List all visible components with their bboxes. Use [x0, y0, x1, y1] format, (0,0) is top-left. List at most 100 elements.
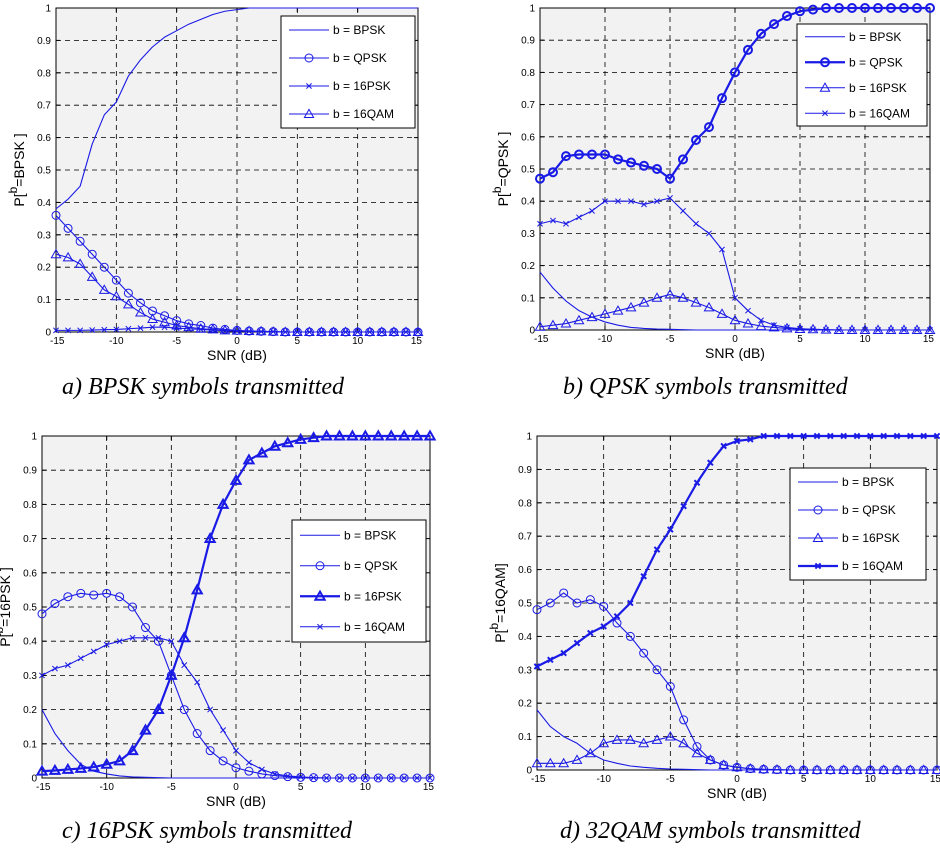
- y-tick-label: 0.8: [518, 498, 532, 509]
- data-point: [531, 757, 543, 768]
- data-point: [573, 314, 585, 325]
- data-point: [771, 322, 777, 329]
- y-tick-label: 0.9: [37, 36, 51, 47]
- data-point: [532, 605, 542, 615]
- data-point: [129, 634, 136, 641]
- data-point: [639, 160, 649, 171]
- legend-label: b = BPSK: [849, 30, 901, 44]
- data-point: [216, 497, 230, 509]
- data-point: [101, 326, 108, 333]
- y-tick-label: 1: [31, 432, 37, 443]
- data-point: [587, 149, 597, 160]
- data-point: [89, 590, 99, 600]
- y-tick-label: 0.2: [521, 261, 535, 272]
- legend-label: b = QPSK: [333, 51, 387, 65]
- y-tick-label: 0.6: [23, 568, 37, 579]
- data-point: [720, 442, 727, 450]
- data-point: [576, 214, 582, 221]
- x-tick-label: -5: [666, 334, 675, 345]
- data-point: [888, 327, 894, 333]
- data-point: [128, 602, 138, 612]
- data-point: [613, 154, 623, 165]
- data-point: [340, 326, 352, 336]
- data-point: [560, 649, 567, 657]
- data-point: [233, 747, 239, 754]
- x-axis-label: SNR (dB): [705, 345, 765, 361]
- data-point: [651, 292, 663, 302]
- data-point: [625, 301, 637, 312]
- y-tick-label: 0.4: [23, 637, 37, 648]
- data-point: [320, 429, 333, 441]
- x-tick-label: 15: [930, 774, 940, 785]
- legend-label: b = QPSK: [344, 559, 398, 573]
- data-point: [611, 734, 623, 744]
- data-point: [63, 223, 73, 233]
- series-3: [35, 429, 437, 776]
- x-tick-label: 15: [923, 334, 935, 345]
- x-tick-label: 5: [801, 774, 807, 785]
- data-point: [769, 19, 779, 30]
- data-point: [838, 764, 850, 774]
- chart-b: -15 -10 -5 0 5 10 15 0 0.1 0.2 0.3 0.4 0.5 0.6 0.7 0.8 0…: [490, 3, 936, 361]
- data-point: [851, 764, 863, 774]
- y-tick-label: 0.1: [37, 295, 51, 306]
- data-point: [203, 531, 217, 544]
- data-point: [155, 634, 162, 641]
- data-point: [918, 764, 930, 774]
- x-axis-label: SNR (dB): [206, 793, 266, 809]
- data-point: [927, 327, 933, 333]
- data-point: [74, 258, 86, 268]
- legend-box: [280, 15, 416, 129]
- data-point: [810, 326, 816, 333]
- data-point: [849, 327, 855, 333]
- data-point: [641, 201, 647, 208]
- data-point: [665, 173, 675, 184]
- legend-box: [796, 23, 928, 127]
- data-point: [39, 672, 45, 679]
- data-point: [589, 207, 595, 214]
- data-point: [359, 429, 372, 441]
- data-point: [931, 764, 940, 774]
- data-point: [139, 723, 152, 735]
- y-tick-label: 0.6: [521, 132, 535, 143]
- data-point: [756, 28, 766, 39]
- data-point: [693, 479, 701, 487]
- data-point: [598, 737, 610, 748]
- data-point: [61, 762, 75, 774]
- data-point: [758, 317, 764, 324]
- data-point: [547, 319, 559, 330]
- data-point: [823, 326, 829, 333]
- series-line: [41, 434, 430, 773]
- x-tick-label: -10: [99, 782, 114, 793]
- data-point: [755, 320, 767, 331]
- data-point: [271, 770, 278, 777]
- data-point: [74, 761, 88, 773]
- data-point: [628, 198, 634, 205]
- data-point: [625, 631, 635, 641]
- data-point: [388, 775, 395, 781]
- y-tick-label: 0.5: [23, 603, 37, 614]
- y-tick-label: 0.1: [518, 732, 532, 743]
- data-point: [912, 3, 922, 13]
- x-tick-label: 5: [295, 336, 301, 347]
- y-tick-label: 0.7: [23, 534, 37, 545]
- data-point: [284, 772, 291, 779]
- data-point: [758, 763, 770, 774]
- data-point: [177, 631, 191, 643]
- data-point: [126, 744, 139, 756]
- y-tick-label: 0.3: [37, 230, 51, 241]
- data-point: [732, 294, 738, 301]
- data-point: [859, 324, 871, 334]
- x-tick-label: 0: [734, 774, 740, 785]
- data-point: [901, 327, 907, 333]
- data-point: [291, 326, 303, 336]
- x-tick-label: -5: [666, 774, 675, 785]
- y-tick-label: 0.5: [521, 165, 535, 176]
- data-point: [219, 324, 231, 335]
- legend-label: b = 16PSK: [849, 81, 907, 95]
- data-point: [255, 446, 269, 458]
- data-point: [920, 432, 927, 440]
- x-tick-label: 10: [352, 336, 364, 347]
- x-tick-label: 0: [732, 334, 738, 345]
- data-point: [100, 757, 113, 769]
